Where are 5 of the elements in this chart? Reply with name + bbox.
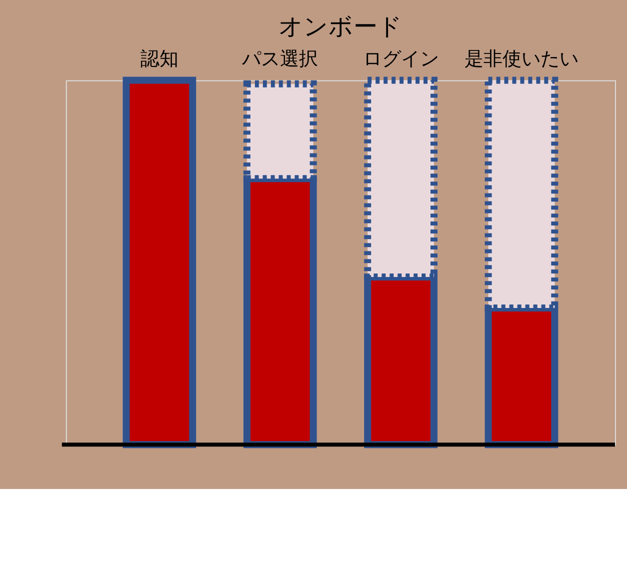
x-tick-label: パス選択 xyxy=(241,48,318,70)
x-tick-label: 是非使いたい xyxy=(464,48,578,70)
x-tick-label: ログイン xyxy=(362,48,439,70)
x-tick-label: 認知 xyxy=(140,48,178,70)
chart-title: オンボード xyxy=(278,12,402,40)
